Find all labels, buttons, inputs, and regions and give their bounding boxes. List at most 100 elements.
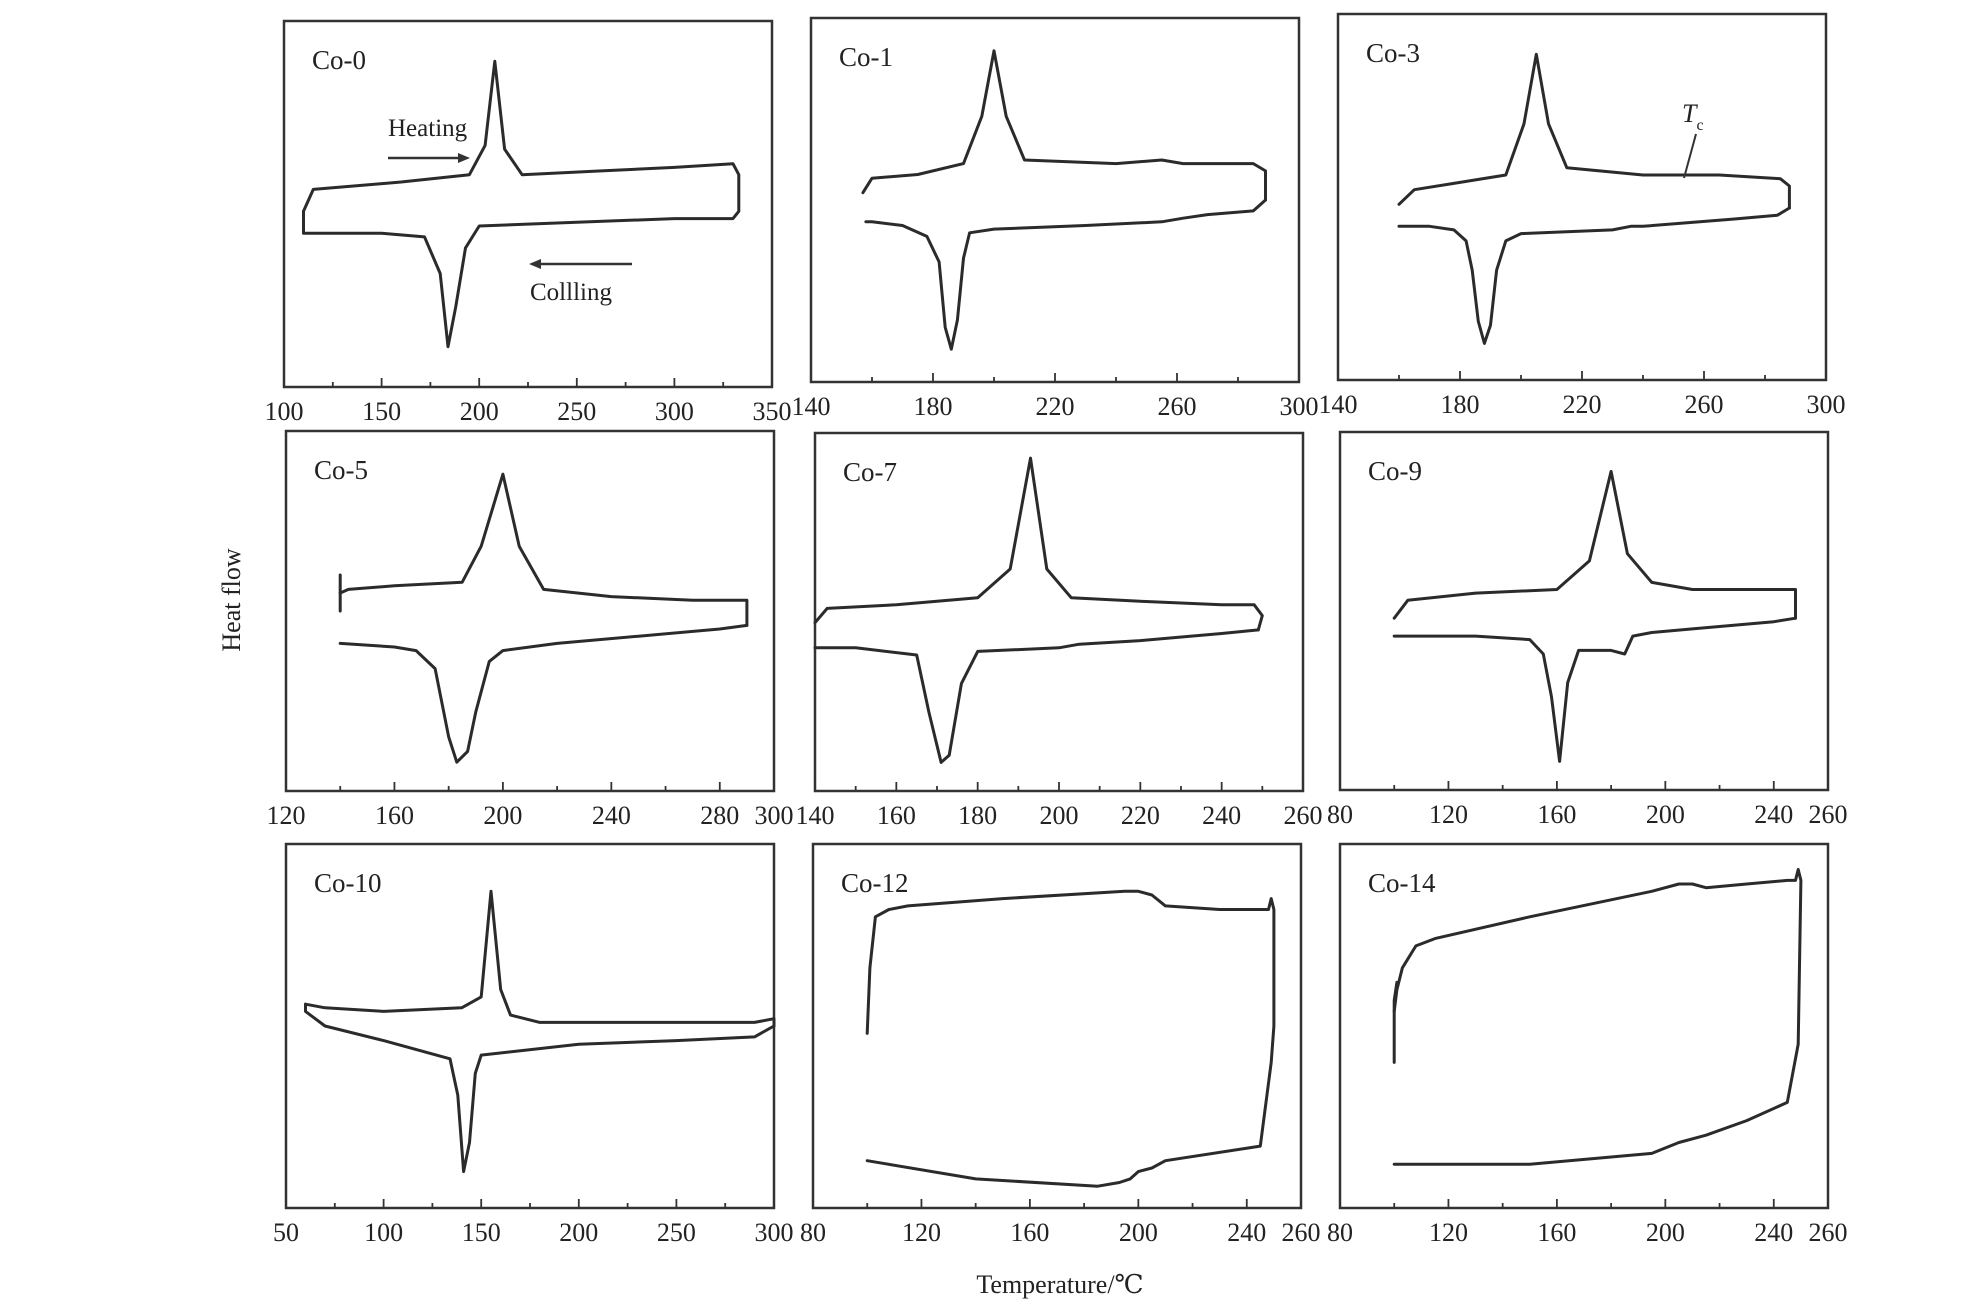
tick-label: 250 xyxy=(657,1218,696,1247)
panel-frame xyxy=(1336,12,1828,382)
cooling-arrow xyxy=(529,259,632,269)
tick-label: 80 xyxy=(1327,1218,1353,1247)
panel-title: Co-14 xyxy=(1368,868,1436,898)
panel-co-1: Co-1 140 180 220 260 300 xyxy=(792,16,1319,421)
panel-title: Co-5 xyxy=(314,455,368,485)
tick-label: 300 xyxy=(655,397,694,426)
tick-label: 200 xyxy=(1646,800,1685,829)
tick-label: 200 xyxy=(1040,801,1079,830)
panel-frame xyxy=(284,842,776,1210)
panel-title: Co-7 xyxy=(843,457,897,487)
tick-label: 200 xyxy=(559,1218,598,1247)
dsc-curve-1 xyxy=(338,472,749,627)
dsc-curve-1 xyxy=(1397,52,1791,210)
tick-label: 80 xyxy=(1327,800,1353,829)
heating-label: Heating xyxy=(388,115,468,142)
tick-label: 160 xyxy=(877,801,916,830)
panel-co-9: Co-9 80 120 160 200 240 260 xyxy=(1327,430,1848,829)
tick-label: 220 xyxy=(1121,801,1160,830)
tick-label: 240 xyxy=(1227,1218,1266,1247)
panel-frame xyxy=(284,429,776,793)
tick-label: 200 xyxy=(1646,1218,1685,1247)
panel-title: Co-12 xyxy=(841,868,909,898)
tick-label: 240 xyxy=(1754,1218,1793,1247)
tick-label: 160 xyxy=(1537,800,1576,829)
dsc-curve-2 xyxy=(304,1002,776,1174)
tick-label: 240 xyxy=(1754,800,1793,829)
dsc-curve-1 xyxy=(1392,469,1797,620)
tick-label: 160 xyxy=(1537,1218,1576,1247)
tick-label: 140 xyxy=(1319,390,1358,419)
panel-co-12: Co-12 80 120 160 200 240 260 xyxy=(800,842,1321,1247)
tick-label: 50 xyxy=(273,1218,299,1247)
tick-label: 120 xyxy=(902,1218,941,1247)
tick-label: 120 xyxy=(267,801,306,830)
panel-co-10: Co-10 50 100 150 200 250 300 xyxy=(273,842,794,1247)
tick-label: 280 xyxy=(700,801,739,830)
panel-frame xyxy=(809,16,1301,384)
dsc-curve-1 xyxy=(865,889,1276,1188)
tick-label: 180 xyxy=(914,392,953,421)
tick-label: 300 xyxy=(1280,392,1319,421)
tick-label: 240 xyxy=(592,801,631,830)
dsc-curve-2 xyxy=(813,628,1260,764)
panel-title: Co-3 xyxy=(1366,38,1420,68)
panel-frame xyxy=(1338,842,1830,1210)
tick-label: 350 xyxy=(753,397,792,426)
dsc-curve-2 xyxy=(338,623,749,764)
tc-pointer xyxy=(1683,133,1697,179)
tick-label: 250 xyxy=(557,397,596,426)
tick-label: 220 xyxy=(1563,390,1602,419)
tick-label: 120 xyxy=(1429,1218,1468,1247)
tick-label: 120 xyxy=(1429,800,1468,829)
panel-frame xyxy=(1338,430,1830,792)
tick-label: 300 xyxy=(755,801,794,830)
dsc-curve-1 xyxy=(1392,868,1803,1166)
tick-label: 260 xyxy=(1685,390,1724,419)
dsc-curve-2 xyxy=(1397,206,1791,345)
tick-label: 140 xyxy=(792,392,831,421)
panel-title: Co-10 xyxy=(314,868,382,898)
x-axis-label: Temperature/℃ xyxy=(976,1270,1143,1299)
dsc-curve-1 xyxy=(304,889,776,1028)
panel-frame xyxy=(282,19,774,389)
tick-label: 160 xyxy=(375,801,414,830)
dsc-curve-2 xyxy=(864,198,1267,351)
tick-label: 80 xyxy=(800,1218,826,1247)
tick-label: 160 xyxy=(1010,1218,1049,1247)
tick-label: 150 xyxy=(362,397,401,426)
panel-co-5: Co-5 120 160 200 240 280 300 xyxy=(267,429,794,830)
panel-co-0: Co-0 100 150 200 250 300 350 xyxy=(265,19,792,426)
dsc-curve-1 xyxy=(861,49,1267,202)
tick-label: 180 xyxy=(1441,390,1480,419)
tick-label: 260 xyxy=(1809,1218,1848,1247)
tick-label: 260 xyxy=(1282,1218,1321,1247)
tick-label: 260 xyxy=(1284,801,1323,830)
y-axis-label: Heat flow xyxy=(217,548,246,651)
panel-co-14: Co-14 80 120 160 200 240 260 xyxy=(1327,842,1848,1247)
tick-label: 200 xyxy=(483,801,522,830)
dsc-curve-2 xyxy=(1392,616,1797,763)
tick-label: 200 xyxy=(1119,1218,1158,1247)
tick-label: 220 xyxy=(1036,392,1075,421)
tick-label: 140 xyxy=(796,801,835,830)
panel-frame xyxy=(811,842,1303,1210)
tick-label: 260 xyxy=(1158,392,1197,421)
tc-label: Tc xyxy=(1682,99,1704,134)
panel-title: Co-1 xyxy=(839,42,893,72)
dsc-curve-1 xyxy=(813,456,1264,632)
tick-label: 180 xyxy=(958,801,997,830)
panel-co-7: Co-7 140 160 180 200 220 240 260 xyxy=(796,431,1323,830)
tick-label: 260 xyxy=(1809,800,1848,829)
tick-label: 240 xyxy=(1202,801,1241,830)
panel-grid: Co-0 100 150 200 250 300 350 Co-1 140 180 220 260 30… xyxy=(265,12,1848,1247)
cooling-label: Collling xyxy=(530,279,612,306)
tick-label: 200 xyxy=(460,397,499,426)
tick-label: 150 xyxy=(462,1218,501,1247)
tick-label: 300 xyxy=(755,1218,794,1247)
dsc-curve-2 xyxy=(1392,980,1399,1064)
tick-label: 100 xyxy=(364,1218,403,1247)
tick-label: 300 xyxy=(1807,390,1846,419)
panel-title: Co-9 xyxy=(1368,456,1422,486)
